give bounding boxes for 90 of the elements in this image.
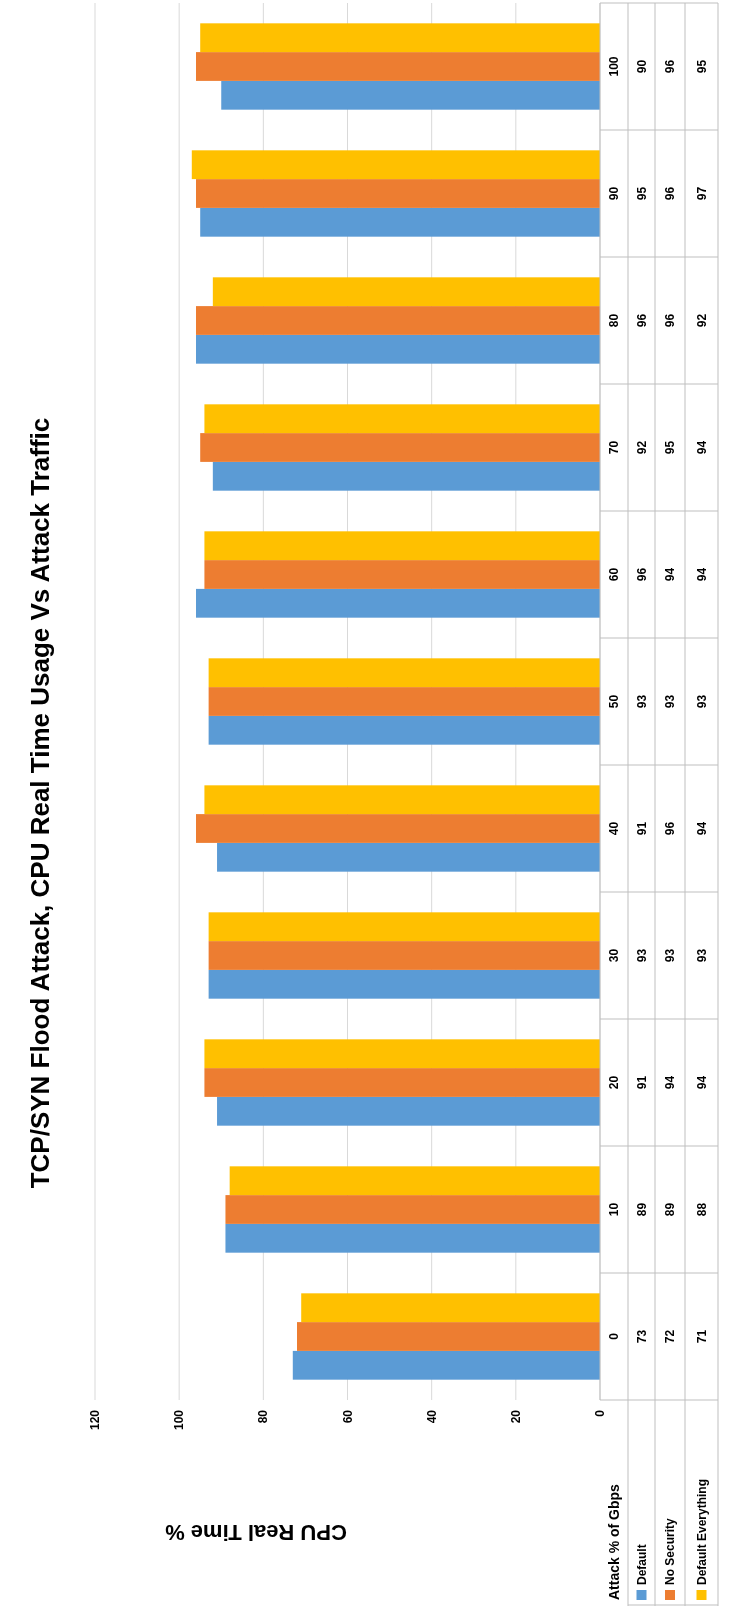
y-tick-label: 100	[607, 56, 621, 77]
data-label: 72	[663, 1329, 677, 1344]
bar	[208, 687, 600, 716]
data-label: 93	[694, 694, 709, 709]
y-tick-label: 20	[607, 1075, 621, 1090]
y-tick-label: 10	[607, 1202, 621, 1217]
data-label: 95	[663, 440, 677, 455]
x-tick-label: 60	[340, 1409, 355, 1424]
data-label: 96	[663, 313, 677, 328]
data-label: 92	[694, 313, 709, 328]
y-tick-label: 60	[607, 567, 621, 582]
bar	[196, 306, 600, 335]
x-tick-label: 80	[256, 1409, 271, 1424]
data-label: 73	[634, 1329, 649, 1344]
bar	[196, 334, 600, 364]
x-tick-label: 100	[172, 1409, 187, 1431]
bar	[200, 23, 600, 53]
data-label: 96	[634, 567, 649, 582]
y-tick-label: 50	[607, 694, 621, 709]
bar	[208, 658, 600, 688]
data-label: 95	[634, 186, 649, 201]
y-axis-title: Attack % of Gbps	[606, 1483, 622, 1600]
bar	[196, 179, 600, 208]
y-tick-label: 30	[607, 948, 621, 963]
bar	[225, 1223, 600, 1253]
data-label: 89	[634, 1202, 649, 1217]
bar	[196, 52, 600, 81]
data-label: 90	[634, 59, 649, 74]
data-label: 91	[634, 821, 649, 836]
x-tick-label: 40	[424, 1409, 439, 1424]
bar	[212, 461, 600, 491]
bar	[225, 1195, 600, 1224]
bar	[204, 560, 600, 589]
bar	[229, 1166, 600, 1196]
data-label: 97	[694, 186, 709, 201]
bar	[301, 1293, 600, 1323]
bar	[212, 277, 600, 307]
text: No Security	[663, 1517, 677, 1585]
y-tick-label: 40	[607, 821, 621, 836]
data-label: 71	[694, 1329, 709, 1344]
data-label: 94	[694, 440, 709, 455]
bar	[204, 531, 600, 561]
text: Default Everything	[694, 1478, 709, 1585]
data-label: 93	[663, 694, 677, 709]
bar	[208, 912, 600, 942]
bar	[217, 842, 600, 872]
text: Default	[634, 1544, 649, 1585]
bar	[217, 1096, 600, 1126]
data-label: 96	[663, 821, 677, 836]
data-label: 92	[634, 440, 649, 455]
y-tick-label: 0	[607, 1332, 621, 1340]
data-label: 94	[694, 567, 709, 582]
data-label: 96	[663, 186, 677, 201]
data-label: 88	[694, 1202, 709, 1217]
data-label: 96	[663, 59, 677, 74]
bar	[204, 1039, 600, 1069]
bar	[221, 80, 600, 110]
bar	[200, 433, 600, 462]
bar	[292, 1350, 600, 1380]
bar	[200, 207, 600, 237]
data-label: 96	[634, 313, 649, 328]
bar	[208, 715, 600, 745]
bar	[191, 150, 600, 180]
x-axis-title: CPU Real Time %	[165, 1519, 347, 1545]
data-label: 94	[663, 567, 677, 582]
x-tick-label: 120	[88, 1409, 102, 1431]
data-label: 94	[663, 1075, 677, 1090]
bar	[196, 588, 600, 618]
data-label: 93	[694, 948, 709, 963]
x-tick-label: 20	[508, 1409, 523, 1424]
data-label: 94	[694, 821, 709, 836]
data-label: 94	[694, 1075, 709, 1090]
bar	[297, 1322, 600, 1351]
y-tick-label: 80	[607, 313, 621, 328]
data-label: 95	[694, 59, 709, 74]
data-label: 91	[634, 1075, 649, 1090]
bar	[204, 404, 600, 434]
bar	[204, 1068, 600, 1097]
bar	[204, 785, 600, 815]
y-tick-label: 90	[607, 186, 621, 201]
bar	[196, 814, 600, 843]
data-label: 93	[663, 948, 677, 963]
data-label: 89	[663, 1202, 677, 1217]
x-tick-label: 0	[593, 1409, 607, 1417]
data-label: 93	[634, 694, 649, 709]
y-tick-label: 70	[607, 440, 621, 455]
data-label: 93	[634, 948, 649, 963]
bar	[208, 969, 600, 999]
text: TCP/SYN Flood Attack, CPU Real Time Usage Vs Attack Traffic	[25, 417, 55, 1189]
bar	[208, 941, 600, 970]
